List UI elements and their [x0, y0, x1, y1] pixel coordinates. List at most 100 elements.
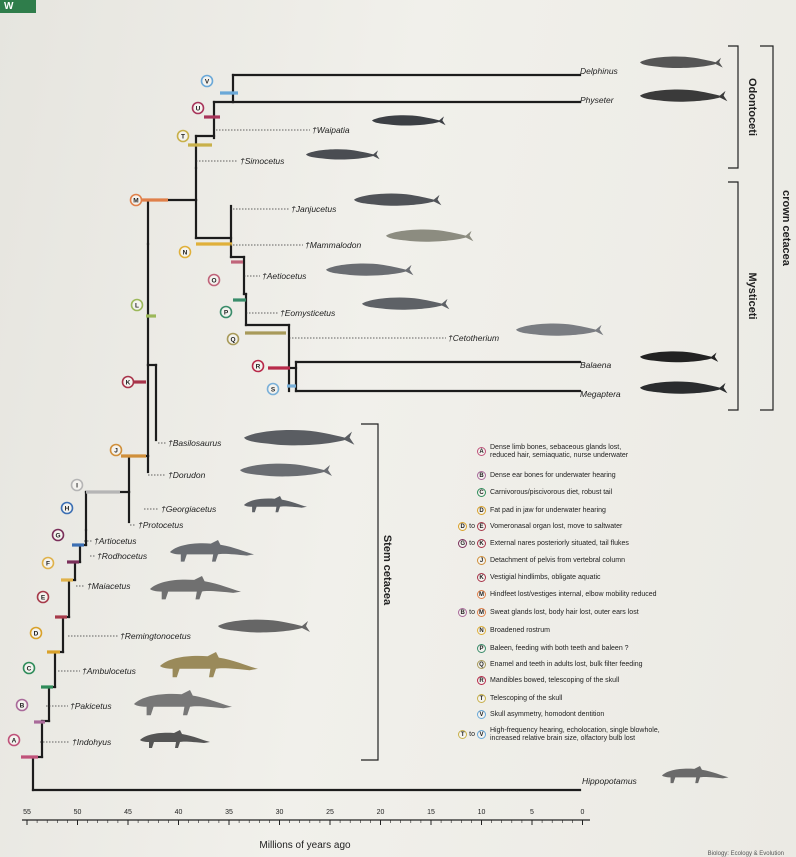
legend-range: N	[445, 626, 486, 635]
legend-node-t: T	[458, 730, 468, 739]
legend-node-n: N	[477, 626, 486, 635]
silhouette-rodhocetus	[170, 540, 254, 562]
legend-range: C	[445, 488, 486, 497]
node-marker-c: C	[22, 661, 36, 675]
legend-node-p: P	[477, 644, 486, 653]
mysticeti-label: Mysticeti	[746, 272, 758, 319]
legend-node-e: E	[477, 522, 486, 531]
silhouette-pakicetus	[134, 690, 232, 716]
silhouette-megaptera	[640, 381, 728, 394]
legend-range: Q	[445, 660, 486, 669]
node-marker-u: U	[191, 101, 205, 115]
legend-text: Carnivorous/piscivorous diet, robust tai…	[490, 488, 613, 496]
svg-text:Q: Q	[230, 336, 235, 343]
taxon-label-remingtonocetus: †Remingtonocetus	[120, 631, 192, 641]
taxon-labels: Delphinus Physeter †Waipatia †Simocetus †Jan…	[70, 66, 638, 786]
node-marker-l: L	[130, 298, 144, 312]
silhouette-cetotherium	[516, 323, 604, 336]
node-marker-j: J	[109, 443, 123, 457]
crown-bracket	[760, 45, 774, 411]
legend-item: N Broadened rostrum	[445, 626, 760, 635]
silhouette-basilosaurus	[244, 429, 355, 446]
legend-item: V Skull asymmetry, homodont dentition	[445, 710, 760, 719]
svg-text:U: U	[196, 105, 201, 112]
node-marker-e: E	[36, 590, 50, 604]
silhouette-physeter	[640, 89, 728, 102]
silhouette-janjucetus	[354, 193, 442, 206]
legend-item: C Carnivorous/piscivorous diet, robust ta…	[445, 488, 760, 497]
node-marker-a: A	[7, 733, 21, 747]
svg-text:V: V	[205, 78, 210, 85]
axis-tick-label: 45	[124, 809, 132, 816]
node-marker-o: O	[207, 273, 221, 287]
legend-text: Hindfeet lost/vestiges internal, elbow m…	[490, 590, 657, 598]
svg-text:M: M	[133, 197, 138, 204]
taxon-label-hippopotamus: Hippopotamus	[582, 776, 638, 786]
legend-item: J Detachment of pelvis from vertebral col…	[445, 556, 760, 565]
legend-text: High-frequency hearing, echolocation, si…	[490, 727, 660, 742]
taxon-label-eomysticetus: †Eomysticetus	[280, 308, 336, 318]
node-marker-b: B	[15, 698, 29, 712]
taxon-label-basilosaurus: †Basilosaurus	[168, 438, 222, 448]
node-marker-v: V	[200, 74, 214, 88]
legend-range: D	[445, 506, 486, 515]
taxon-label-physeter: Physeter	[580, 95, 615, 105]
axis-tick-label: 35	[225, 809, 233, 816]
svg-text:A: A	[12, 737, 17, 744]
legend-text: Vestigial hindlimbs, obligate aquatic	[490, 573, 601, 581]
node-marker-m: M	[129, 193, 143, 207]
legend-range: K	[445, 573, 486, 582]
silhouette-ambulocetus	[160, 652, 258, 678]
axis-tick-label: 40	[175, 809, 183, 816]
axis-tick-label: 10	[478, 809, 486, 816]
svg-text:C: C	[27, 665, 32, 672]
crown-cetacea-label: crown cetacea	[780, 190, 792, 267]
legend-to-word: to	[469, 523, 475, 530]
legend-range: P	[445, 644, 486, 653]
legend-range: T	[445, 694, 486, 703]
node-marker-r: R	[251, 359, 265, 373]
legend-item: A Dense limb bones, sebaceous glands lost…	[445, 444, 760, 459]
legend-text: Enamel and teeth in adults lost, bulk fi…	[490, 660, 643, 668]
legend-node-q: Q	[477, 660, 486, 669]
taxon-label-rodhocetus: †Rodhocetus	[97, 551, 148, 561]
svg-text:S: S	[271, 386, 276, 393]
svg-text:I: I	[76, 482, 78, 489]
legend-item: Q Enamel and teeth in adults lost, bulk f…	[445, 660, 760, 669]
axis-tick-label: 30	[276, 809, 284, 816]
node-marker-i: I	[70, 478, 84, 492]
taxon-label-pakicetus: †Pakicetus	[70, 701, 112, 711]
svg-text:R: R	[256, 363, 261, 370]
node-marker-g: G	[51, 528, 65, 542]
svg-text:F: F	[46, 560, 50, 567]
node-marker-q: Q	[226, 332, 240, 346]
legend-node-a: A	[477, 447, 486, 456]
legend-node-v: V	[477, 710, 486, 719]
taxon-label-ambulocetus: †Ambulocetus	[82, 666, 137, 676]
legend-text: Broadened rostrum	[490, 626, 550, 634]
silhouette-aetiocetus	[326, 263, 414, 276]
legend-range: M	[445, 590, 486, 599]
taxon-label-protocetus: †Protocetus	[138, 520, 184, 530]
taxon-label-delphinus: Delphinus	[580, 66, 619, 76]
legend-node-j: J	[477, 556, 486, 565]
svg-text:T: T	[181, 133, 185, 140]
legend-node-r: R	[477, 676, 486, 685]
silhouette-mammalodon	[386, 229, 474, 242]
legend-text: Sweat glands lost, body hair lost, outer…	[490, 608, 639, 616]
legend-text: Dense limb bones, sebaceous glands lost,…	[490, 444, 629, 459]
node-marker-n: N	[178, 245, 192, 259]
axis-title: Millions of years ago	[259, 840, 351, 851]
taxon-label-waipatia: †Waipatia	[312, 125, 350, 135]
silhouette-maiacetus	[150, 576, 241, 600]
svg-text:L: L	[135, 302, 139, 309]
legend-node-m: M	[477, 590, 486, 599]
silhouette-remingtonocetus	[218, 619, 310, 633]
svg-text:P: P	[224, 309, 229, 316]
legend-item: T Telescoping of the skull	[445, 694, 760, 703]
silhouette-dorudon	[240, 463, 332, 477]
